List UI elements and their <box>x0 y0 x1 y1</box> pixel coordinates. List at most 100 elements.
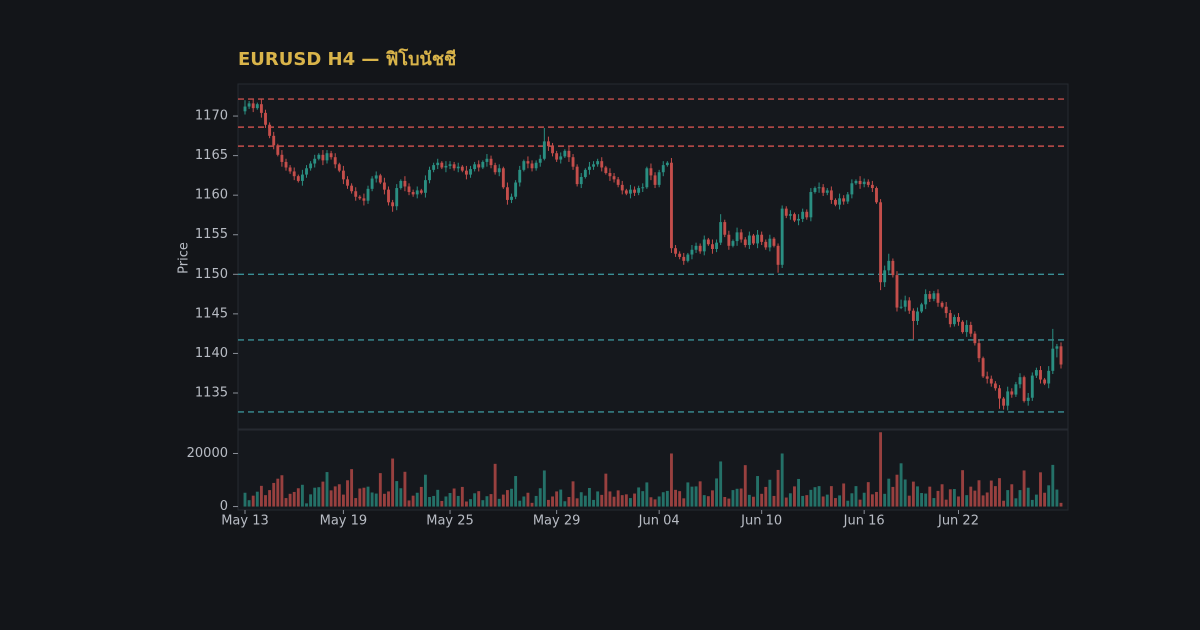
candle-body <box>719 222 723 243</box>
volume-bar <box>292 491 296 507</box>
volume-bar <box>952 489 956 507</box>
volume-bar <box>448 493 452 507</box>
volume-bar <box>756 476 759 507</box>
volume-bar <box>436 489 440 507</box>
volume-bar <box>989 480 993 507</box>
candle-body <box>895 275 899 308</box>
volume-bar <box>735 488 739 507</box>
volume-bar <box>551 496 554 507</box>
candle-body <box>952 317 956 325</box>
candle-body <box>657 172 661 185</box>
candle-body <box>846 194 850 202</box>
volume-bar <box>477 491 481 507</box>
volume-bar <box>411 495 415 507</box>
candle-body <box>268 124 272 136</box>
candle-body <box>1006 391 1010 406</box>
candle-body <box>464 170 468 175</box>
volume-bar <box>415 492 419 507</box>
candle-body <box>690 249 694 255</box>
candle-body <box>333 157 337 165</box>
volume-bar <box>752 496 755 507</box>
volume-bar <box>801 495 805 507</box>
volume-bar <box>333 486 337 507</box>
candle-body <box>735 232 739 242</box>
volume-bar <box>784 497 788 507</box>
volume-bar <box>583 495 587 507</box>
candle-body <box>838 198 842 205</box>
volume-bar <box>596 491 600 507</box>
volume-bar <box>1006 490 1010 507</box>
candle-body <box>916 311 919 321</box>
volume-bar <box>530 502 534 507</box>
candle-body <box>764 241 768 248</box>
candle-body <box>321 154 325 161</box>
candle-body <box>259 104 263 113</box>
candle-body <box>682 256 686 261</box>
candle-body <box>879 202 883 283</box>
candle-body <box>965 324 969 333</box>
candle-body <box>423 180 427 193</box>
candle-body <box>481 161 485 168</box>
volume-bar <box>690 486 694 507</box>
y-tick-label: 1170 <box>195 109 228 124</box>
volume-bar <box>391 458 395 507</box>
candle-body <box>752 235 755 244</box>
volume-bar <box>268 490 272 507</box>
volume-bar <box>940 484 944 507</box>
volume-bar <box>403 471 407 507</box>
candle-body <box>272 135 276 146</box>
volume-bar <box>600 494 604 507</box>
volume-bar <box>505 490 509 507</box>
volume-bar <box>526 492 530 507</box>
candle-body <box>1059 346 1063 365</box>
volume-bar <box>817 486 821 507</box>
candle-body <box>973 333 977 344</box>
volume-bar <box>1047 485 1051 507</box>
candle-body <box>374 175 378 179</box>
volume-bar <box>555 491 559 507</box>
candle-body <box>473 164 477 170</box>
candle-body <box>870 184 874 189</box>
candle-body <box>432 165 436 170</box>
candle-body <box>493 165 497 173</box>
volume-bar <box>969 486 973 507</box>
volume-bar <box>325 472 329 507</box>
volume-bar <box>678 491 682 507</box>
volume-bar <box>1026 487 1030 507</box>
candle-body <box>551 146 554 154</box>
volume-bar <box>350 469 354 507</box>
candle-body <box>514 182 518 197</box>
candle-body <box>448 164 452 166</box>
candle-body <box>596 161 600 165</box>
candle-body <box>460 166 464 171</box>
candle-body <box>522 161 526 170</box>
volume-bar <box>825 494 829 507</box>
candle-body <box>993 383 997 389</box>
volume-bar <box>993 486 997 507</box>
volume-bar <box>883 493 887 507</box>
candle-body <box>575 166 579 185</box>
candle-body <box>395 188 399 207</box>
candle-body <box>674 248 677 254</box>
candle-body <box>264 112 267 125</box>
candle-body <box>497 168 501 173</box>
candle-body <box>780 208 784 265</box>
volume-bar <box>805 495 809 507</box>
volume-bar <box>374 493 378 507</box>
volume-bar <box>809 489 813 507</box>
volume-bar <box>317 487 321 507</box>
candle-body <box>821 187 825 193</box>
candle-body <box>1051 348 1055 371</box>
candle-body <box>706 239 710 245</box>
candle-body <box>694 245 698 250</box>
volume-bar <box>920 493 924 507</box>
volume-bar <box>362 487 366 507</box>
candle-body <box>784 208 788 216</box>
volume-bar <box>866 482 870 507</box>
volume-y-tick-label: 20000 <box>187 446 228 461</box>
candle-body <box>407 186 411 193</box>
candle-body <box>928 294 932 299</box>
volume-bar <box>965 495 969 507</box>
x-tick-label: May 25 <box>426 514 474 529</box>
